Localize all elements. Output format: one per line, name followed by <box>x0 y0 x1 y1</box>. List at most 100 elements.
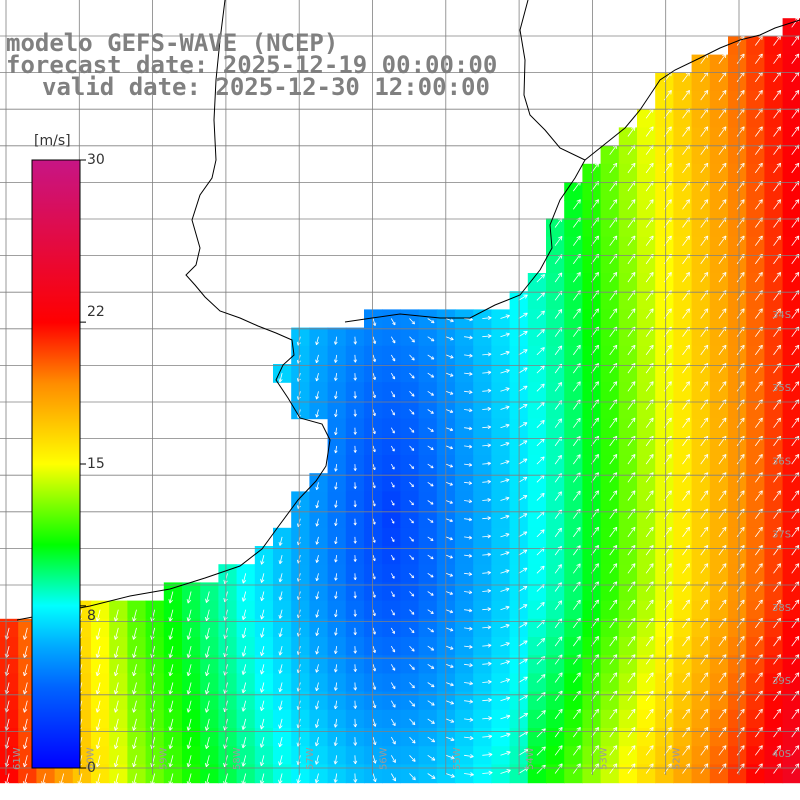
lat-label: 40S <box>772 749 791 760</box>
speed-cell <box>546 746 565 765</box>
wind-arrow <box>132 609 137 622</box>
wind-arrow <box>353 573 357 581</box>
speed-cell <box>691 600 711 620</box>
wind-arrow <box>627 454 636 465</box>
lon-label: 60W <box>85 747 96 770</box>
wind-arrow <box>409 682 415 689</box>
wind-arrow <box>315 573 319 582</box>
wind-arrow <box>645 636 654 647</box>
wind-arrow <box>278 627 283 638</box>
wind-arrow <box>427 700 435 706</box>
wind-arrow <box>518 676 528 683</box>
speed-cell <box>600 291 620 310</box>
wind-arrow <box>482 461 491 466</box>
speed-cell <box>728 709 747 729</box>
wind-arrow <box>773 272 781 283</box>
speed-cell <box>764 436 784 456</box>
speed-cell <box>673 673 693 693</box>
wind-arrow <box>554 272 563 283</box>
speed-cell <box>655 273 674 292</box>
wind-arrow <box>333 755 338 765</box>
wind-arrow <box>464 699 474 704</box>
speed-cell <box>637 728 656 747</box>
wind-arrow <box>773 745 781 756</box>
speed-cell <box>728 127 747 147</box>
wind-arrow <box>464 553 473 558</box>
speed-cell <box>600 436 620 456</box>
wind-arrow <box>427 409 434 414</box>
wind-arrow <box>150 664 156 677</box>
wind-arrow <box>315 591 319 600</box>
speed-cell <box>618 491 638 511</box>
speed-cell <box>582 273 602 292</box>
wind-arrow <box>390 700 396 708</box>
wind-arrow <box>518 658 528 665</box>
wind-arrow <box>464 517 473 522</box>
wind-arrow <box>645 199 654 210</box>
wind-arrow <box>168 773 174 786</box>
speed-cell <box>746 618 765 638</box>
wind-arrow <box>409 736 416 744</box>
wind-arrow <box>260 664 265 675</box>
speed-cell <box>618 637 638 656</box>
wind-arrow <box>627 599 636 610</box>
wind-arrow <box>390 318 396 326</box>
wind-arrow <box>700 235 709 246</box>
wind-arrow <box>482 734 493 739</box>
speed-cell <box>782 455 800 474</box>
speed-cell <box>600 455 620 474</box>
speed-cell <box>782 728 800 747</box>
speed-cell <box>546 382 565 401</box>
speed-cell <box>691 254 711 274</box>
wind-arrow <box>627 763 636 774</box>
wind-arrow <box>791 235 800 246</box>
wind-arrow <box>682 308 690 319</box>
speed-cell <box>673 127 693 147</box>
speed-cell <box>764 473 784 492</box>
wind-arrow <box>518 604 528 611</box>
lon-label: 61W <box>12 747 23 770</box>
wind-arrow <box>500 369 510 374</box>
wind-arrow <box>390 354 396 362</box>
speed-cell <box>691 309 711 329</box>
wind-arrow <box>464 572 473 576</box>
speed-cell <box>746 91 765 110</box>
wind-arrow <box>791 126 800 137</box>
wind-arrow <box>353 773 358 783</box>
wind-arrow <box>554 382 562 392</box>
speed-cell <box>564 746 583 765</box>
speed-cell <box>782 163 800 183</box>
wind-arrow <box>482 679 492 685</box>
wind-arrow <box>482 352 492 357</box>
speed-cell <box>782 618 800 638</box>
speed-cell <box>637 127 656 147</box>
wind-arrow <box>554 454 562 465</box>
wind-arrow <box>736 508 745 519</box>
speed-cell <box>782 54 800 74</box>
wind-arrow <box>372 755 377 764</box>
wind-arrow <box>700 745 709 756</box>
speed-cell <box>691 145 711 165</box>
speed-cell <box>673 109 693 128</box>
speed-cell <box>746 182 765 201</box>
speed-cell <box>655 546 674 565</box>
wind-arrow <box>95 682 101 695</box>
wind-arrow <box>754 272 763 283</box>
speed-cell <box>546 709 565 729</box>
wind-arrow <box>572 599 581 610</box>
speed-cell <box>673 764 693 784</box>
speed-cell <box>728 637 747 656</box>
speed-cell <box>600 582 620 602</box>
speed-cell <box>618 345 638 365</box>
wind-arrow <box>609 563 618 574</box>
wind-arrow <box>427 682 435 688</box>
speed-cell <box>618 709 638 729</box>
wind-arrow <box>627 672 636 683</box>
wind-arrow <box>464 535 473 540</box>
speed-cell <box>728 473 747 492</box>
speed-cell <box>564 546 583 565</box>
speed-cell <box>564 345 583 365</box>
wind-arrow <box>645 708 654 720</box>
speed-cell <box>582 291 602 310</box>
speed-cell <box>600 491 620 511</box>
